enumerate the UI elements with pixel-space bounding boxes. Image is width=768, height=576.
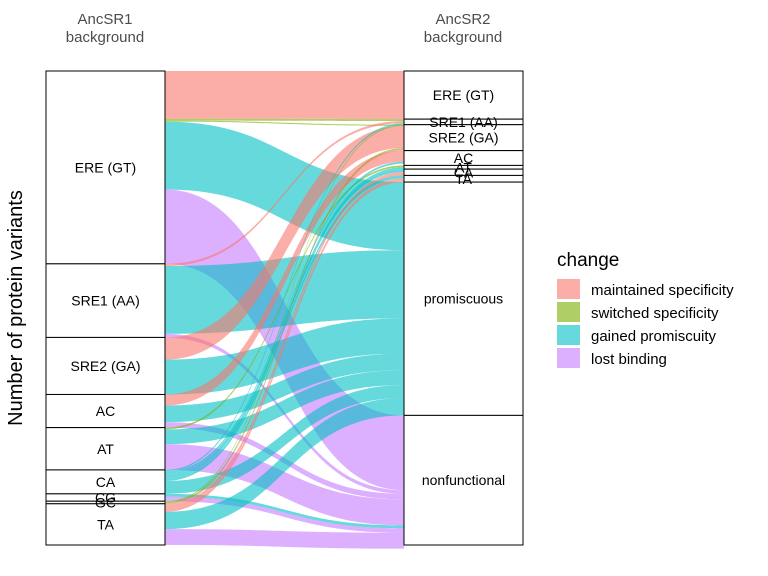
legend-swatch-switched-specificity xyxy=(557,302,580,322)
right-stratum-label-ta: TA xyxy=(455,171,473,187)
legend-label-maintained-specificity: maintained specificity xyxy=(591,282,734,299)
left-stratum-sre2-ga xyxy=(45,336,166,395)
y-axis-title: Number of protein variants xyxy=(5,190,27,426)
flow-ta-to-promiscuous-gained-promiscuity xyxy=(165,397,404,530)
right-stratum-label-ere-gt: ERE (GT) xyxy=(433,87,494,103)
legend-label-lost-binding: lost binding xyxy=(591,351,667,368)
right-stratum-label-ac: AC xyxy=(454,150,473,166)
flow-sre1-aa-to-promiscuous-gained-promiscuity xyxy=(165,250,404,334)
flow-ere-gt-to-ere-gt-maintained-specificity xyxy=(165,71,404,120)
right-stratum-label-sre1-aa: SRE1 (AA) xyxy=(429,114,497,130)
right-stratum-label-promiscuous: promiscuous xyxy=(424,291,503,307)
left-stratum-label-ca: CA xyxy=(96,474,116,490)
left-stratum-ac xyxy=(45,393,166,429)
flow-at-to-promiscuous-gained-promiscuity xyxy=(165,370,404,445)
left-stratum-label-ac: AC xyxy=(96,403,115,419)
flow-ca-to-ta-gained-promiscuity xyxy=(165,175,404,481)
right-stratum-label-at: AT xyxy=(455,159,472,175)
legend-swatch-lost-binding xyxy=(557,348,580,368)
right-stratum-promiscuous xyxy=(403,181,524,416)
legend-swatch-gained-promiscuity xyxy=(557,325,580,345)
right-axis-title-line1: AncSR2 xyxy=(435,11,490,28)
flow-ere-gt-to-sre2-ga-switched-specificity xyxy=(165,120,404,126)
left-stratum-at xyxy=(45,427,166,471)
flow-ac-to-promiscuous-gained-promiscuity xyxy=(165,353,404,423)
legend-title: change xyxy=(557,250,619,271)
flow-ta-to-sre2-ga-maintained-specificity xyxy=(165,149,404,505)
flow-ta-to-nonfunctional-lost-binding xyxy=(165,529,404,549)
flow-ca-to-sre1-aa-gained-promiscuity xyxy=(165,123,404,472)
flow-ac-to-ac-maintained-specificity xyxy=(165,150,404,406)
strata-layer: ERE (GT)SRE1 (AA)SRE2 (GA)ACATCACGGCTAER… xyxy=(45,70,524,546)
left-stratum-ta xyxy=(45,503,166,546)
legend-label-gained-promiscuity: gained promiscuity xyxy=(591,328,717,345)
flow-ca-to-promiscuous-gained-promiscuity xyxy=(165,385,404,494)
flows-layer xyxy=(165,71,404,549)
left-axis-title-line1: AncSR1 xyxy=(77,11,132,28)
left-stratum-label-sre2-ga: SRE2 (GA) xyxy=(70,358,140,374)
flow-sre1-aa-to-sre1-aa-maintained-specificity xyxy=(165,120,404,267)
right-stratum-sre2-ga xyxy=(403,124,524,152)
legend: change maintained specificity switched s… xyxy=(557,250,734,368)
flow-at-to-nonfunctional-lost-binding xyxy=(165,444,404,526)
left-stratum-label-at: AT xyxy=(97,441,114,457)
flow-gc-to-sre1-aa-switched-specificity xyxy=(165,124,404,503)
left-stratum-label-ere-gt: ERE (GT) xyxy=(75,159,136,175)
flow-ca-to-ca-gained-promiscuity xyxy=(165,169,404,479)
left-axis-title-line2: background xyxy=(66,29,144,46)
right-stratum-ere-gt xyxy=(403,70,524,120)
left-stratum-label-sre1-aa: SRE1 (AA) xyxy=(71,293,139,309)
right-stratum-label-nonfunctional: nonfunctional xyxy=(422,472,505,488)
right-axis-title-line2: background xyxy=(424,29,502,46)
flow-gc-to-sre2-ga-switched-specificity xyxy=(165,148,404,504)
flow-cg-to-nonfunctional-gained-promiscuity xyxy=(165,493,404,529)
left-stratum-sre1-aa xyxy=(45,263,166,338)
right-stratum-label-sre2-ga: SRE2 (GA) xyxy=(428,130,498,146)
legend-label-switched-specificity: switched specificity xyxy=(591,305,719,322)
flow-ca-to-at-gained-promiscuity xyxy=(165,167,404,476)
flow-cg-to-nonfunctional-lost-binding xyxy=(165,496,404,533)
flow-ere-gt-to-promiscuous-gained-promiscuity xyxy=(165,121,404,251)
left-stratum-label-gc: GC xyxy=(95,494,116,510)
flow-ca-to-ac-gained-promiscuity xyxy=(165,161,404,474)
legend-swatch-maintained-specificity xyxy=(557,279,580,299)
flow-ta-to-ta-maintained-specificity xyxy=(165,178,404,512)
flow-sre2-ga-to-sre2-ga-maintained-specificity xyxy=(165,125,404,360)
flow-ta-to-ca-maintained-specificity xyxy=(165,172,404,509)
flow-ere-gt-to-sre1-aa-switched-specificity xyxy=(165,118,404,121)
left-stratum-label-cg: CG xyxy=(95,490,116,506)
right-stratum-label-ca: CA xyxy=(454,164,474,180)
right-stratum-nonfunctional xyxy=(403,414,524,546)
left-stratum-label-ta: TA xyxy=(97,516,115,532)
left-stratum-ere-gt xyxy=(45,70,166,265)
